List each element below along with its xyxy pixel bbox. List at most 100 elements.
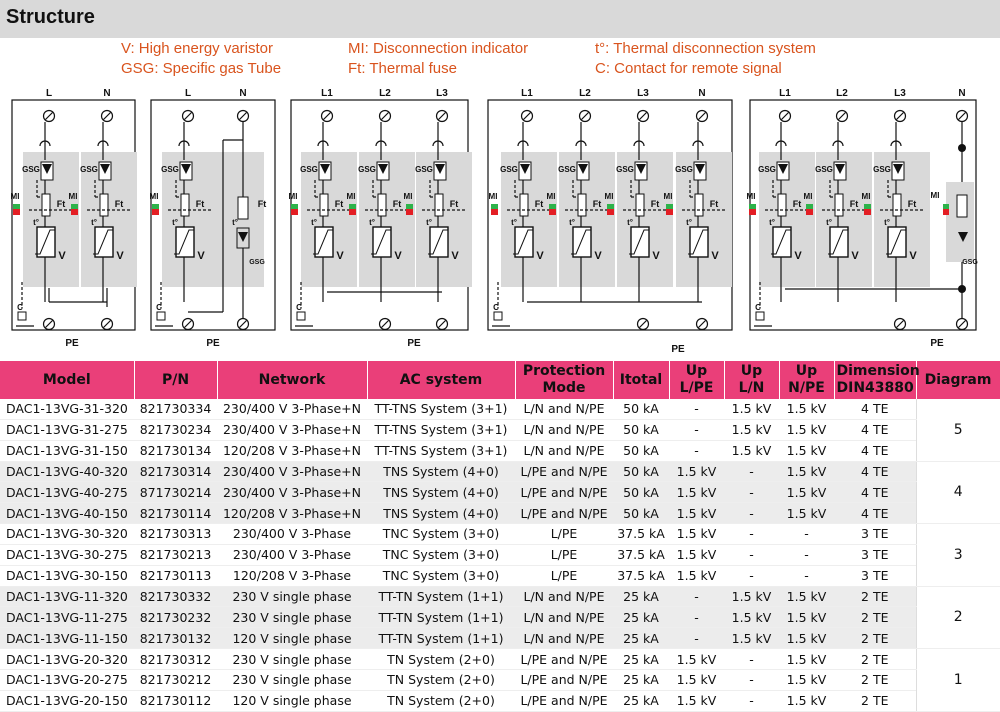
table-cell: -: [669, 586, 724, 608]
table-cell: 230 V single phase: [217, 648, 367, 670]
table-cell: 4 TE: [834, 399, 916, 420]
terminal-slot: [698, 112, 706, 120]
mi-green: [806, 204, 813, 209]
thermal-fuse: [777, 193, 787, 217]
table-cell: -: [724, 461, 779, 483]
table-cell: 37.5 kA: [613, 523, 669, 545]
ft-label: Ft: [710, 199, 719, 209]
ft-label: Ft: [651, 199, 660, 209]
col-header: Protection Mode: [515, 361, 614, 399]
wire-loop: [39, 140, 51, 147]
mi-red: [13, 209, 20, 215]
mi-red: [71, 209, 78, 215]
gsg-label: GSG: [300, 165, 318, 174]
varistor-slash: [828, 229, 848, 255]
table-cell: 25 kA: [613, 669, 669, 691]
table-cell: 2 TE: [834, 690, 916, 712]
table-cell: 25 kA: [613, 690, 669, 712]
table-cell: DAC1-13VG-31-150: [0, 440, 134, 462]
mi-label: MI: [150, 192, 159, 201]
terminal-slot: [323, 112, 331, 120]
table-cell: 821730334: [134, 399, 217, 420]
gsg-label: GSG: [22, 165, 40, 174]
col-header: Up L/PE: [669, 361, 725, 399]
mi-red: [943, 209, 949, 215]
table-cell: TT-TNS System (3+1): [367, 440, 515, 462]
page-title: Structure: [6, 6, 95, 28]
table-cell: L/PE and N/PE: [515, 648, 613, 670]
table-cell: TT-TNS System (3+1): [367, 399, 515, 420]
diagram-frame: [150, 99, 276, 331]
t-label: t°: [769, 218, 775, 227]
varistor: [94, 226, 114, 258]
mi-red: [291, 209, 298, 215]
terminal-slot: [381, 320, 389, 328]
wire-loop: [692, 140, 704, 147]
varistor-slash: [688, 229, 708, 255]
table-cell: 25 kA: [613, 606, 669, 629]
varistor-slash: [886, 229, 906, 255]
varistor: [175, 226, 195, 258]
table-cell: 230/400 V 3-Phase: [217, 544, 367, 566]
table-cell: 3 TE: [834, 565, 916, 587]
mi-green: [13, 204, 20, 209]
ft-label: Ft: [258, 199, 267, 209]
table-row: DAC1-13VG-30-275 821730213 230/400 V 3-Pha…: [0, 544, 1000, 566]
contact: [296, 311, 306, 321]
table-cell: -: [724, 565, 779, 587]
legend-v: V: High energy varistor: [121, 40, 274, 57]
table-cell: TT-TN System (1+1): [367, 627, 515, 650]
gsg-label: GSG: [758, 165, 776, 174]
table-cell: 25 kA: [613, 627, 669, 650]
t-label: t°: [569, 218, 575, 227]
table-cell: 1.5 kV: [779, 627, 834, 650]
gsg-label: GSG: [500, 165, 518, 174]
thermal-fuse: [41, 193, 51, 217]
v-label: V: [394, 250, 402, 262]
terminal-slot: [381, 112, 389, 120]
phase-label: L3: [637, 88, 649, 99]
table-cell: 230 V single phase: [217, 669, 367, 691]
table-cell: L/PE: [515, 544, 613, 566]
varistor: [630, 226, 650, 258]
table-cell: L/N and N/PE: [515, 606, 613, 629]
table-row: DAC1-13VG-20-320 821730312 230 V single ph…: [0, 648, 1000, 712]
table-cell: DAC1-13VG-40-320: [0, 461, 134, 483]
table-cell: 1.5 kV: [724, 586, 779, 608]
thermal-fuse: [635, 193, 645, 217]
table-cell: TNC System (3+0): [367, 544, 515, 566]
mi-green: [349, 204, 356, 209]
varistor: [772, 226, 792, 258]
table-cell: 230/400 V 3-Phase+N: [217, 461, 367, 483]
table-cell: L/N and N/PE: [515, 440, 613, 462]
table-cell: 1.5 kV: [779, 440, 834, 462]
v-label: V: [851, 250, 859, 262]
table-cell: 821730132: [134, 627, 217, 650]
mi-red: [406, 209, 413, 215]
mi-label: MI: [347, 192, 356, 201]
table-cell: 1.5 kV: [779, 586, 834, 608]
table-header-row: Model P/N Network AC system Protection Mode I…: [0, 361, 1000, 399]
table-cell: DAC1-13VG-30-150: [0, 565, 134, 587]
table-cell: 821730112: [134, 690, 217, 712]
table-cell: -: [724, 481, 779, 504]
contact: [156, 311, 166, 321]
table-cell: 50 kA: [613, 502, 669, 525]
varistor-slash: [35, 229, 55, 255]
mi-green: [291, 204, 298, 209]
contact: [493, 311, 503, 321]
wire-loop: [890, 140, 902, 147]
phase-label: L3: [894, 88, 906, 99]
gsg-label: GSG: [161, 165, 179, 174]
mi-green: [666, 204, 673, 209]
varistor: [372, 226, 392, 258]
table-cell: 821730312: [134, 648, 217, 670]
diagram-number: 4: [915, 461, 1000, 525]
pe-label: PE: [930, 338, 944, 349]
mi-label: MI: [404, 192, 413, 201]
table-cell: 1.5 kV: [669, 544, 724, 566]
col-header: Model: [0, 361, 135, 399]
table-cell: 50 kA: [613, 399, 669, 420]
table-cell: 25 kA: [613, 648, 669, 670]
table-cell: 821730114: [134, 502, 217, 525]
